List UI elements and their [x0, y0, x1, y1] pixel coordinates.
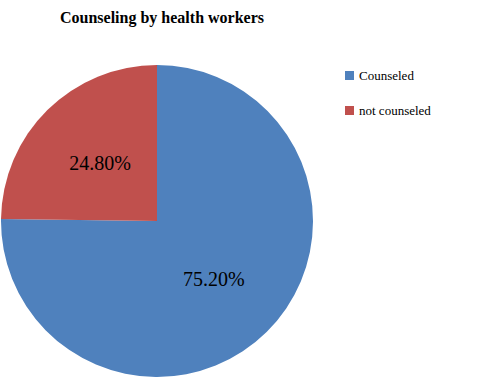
svg-text:Counseling by health workers: Counseling by health workers [60, 9, 264, 27]
svg-text:75.20%: 75.20% [183, 268, 245, 290]
svg-text:24.80%: 24.80% [69, 152, 131, 174]
svg-text:Counseled: Counseled [359, 68, 414, 83]
svg-text:not counseled: not counseled [359, 103, 431, 118]
